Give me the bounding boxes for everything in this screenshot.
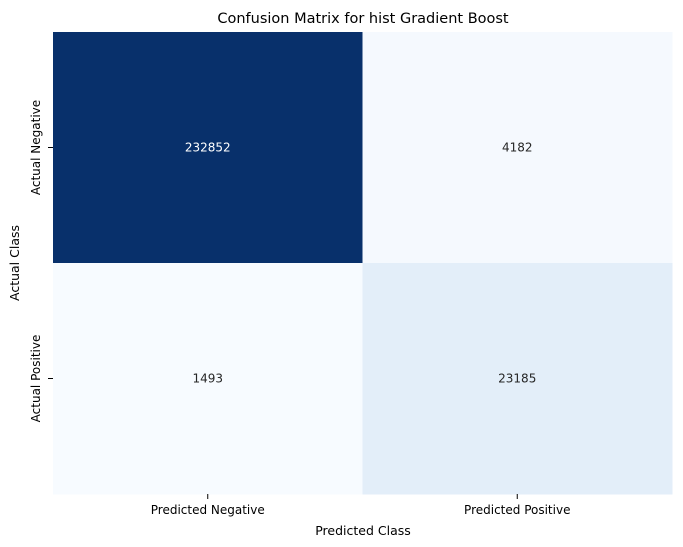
heatmap-cell [362,263,673,495]
y-tick-label: Actual Positive [29,335,43,423]
cell-value-label: 1493 [192,372,223,386]
cell-value-label: 23185 [498,372,536,386]
y-tick-label: Actual Negative [29,100,43,195]
chart-title: Confusion Matrix for hist Gradient Boost [217,11,509,27]
y-axis-ticks: Actual Negative Actual Positive [29,100,53,422]
heatmap-cell [362,32,673,264]
cell-value-label: 4182 [502,141,533,155]
heatmap-cell [53,263,363,495]
y-axis-label: Actual Class [7,225,22,301]
cell-value-label: 232852 [185,141,231,155]
x-axis-label: Predicted Class [315,523,411,538]
x-axis-ticks: Predicted Negative Predicted Positive [151,494,570,517]
x-tick-label: Predicted Negative [151,503,265,517]
heatmap-cells [53,32,673,495]
heatmap-cell-labels: 232852 4182 1493 23185 [185,141,537,386]
heatmap-cell [53,32,363,264]
x-tick-label: Predicted Positive [464,503,570,517]
